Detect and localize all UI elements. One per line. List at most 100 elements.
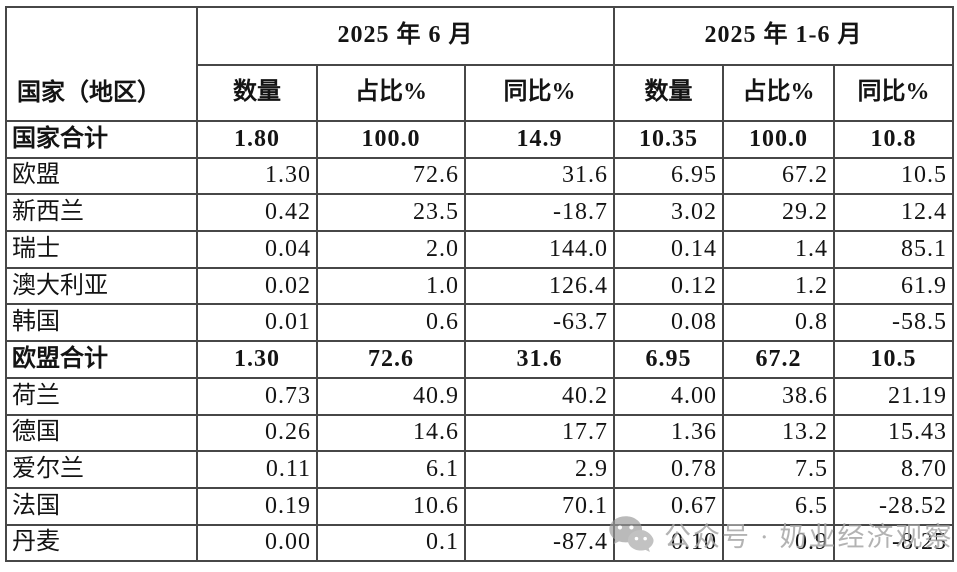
period-header-row: 国家（地区） 2025 年 6 月 2025 年 1-6 月 [5,5,955,122]
value-cell: 70.1 [464,486,615,526]
value-cell: 0.04 [196,230,318,269]
value-cell: 6.95 [613,156,724,196]
value-cell: 40.2 [464,376,615,416]
header-quantity-june: 数量 [196,64,318,122]
value-cell: 1.4 [722,230,835,269]
value-cell: 31.6 [464,156,615,196]
value-cell: 14.6 [316,413,466,453]
value-cell: 100.0 [316,120,466,159]
value-cell: 4.00 [613,376,724,416]
table-row: 荷兰 0.73 40.9 40.2 4.00 38.6 21.19 [5,376,955,416]
value-cell: 12.4 [832,193,955,233]
value-cell: 0.26 [196,413,318,453]
value-cell: 2.0 [316,230,466,269]
value-cell: 144.0 [464,230,615,269]
value-cell: 23.5 [316,193,466,233]
country-cell: 欧盟合计 [5,340,198,379]
value-cell: 0.11 [196,450,318,489]
country-cell: 爱尔兰 [5,450,198,489]
value-cell: 0.08 [613,303,724,343]
table-row: 瑞士 0.04 2.0 144.0 0.14 1.4 85.1 [5,230,955,269]
value-cell: 1.0 [316,266,466,306]
value-cell: 85.1 [832,230,955,269]
value-cell: -8.25 [832,523,955,563]
value-cell: 38.6 [722,376,835,416]
value-cell: 10.5 [832,156,955,196]
country-cell: 德国 [5,413,198,453]
value-cell: 0.02 [196,266,318,306]
value-cell: 61.9 [832,266,955,306]
header-period-2025-june: 2025 年 6 月 [196,5,615,67]
country-cell: 欧盟 [5,156,198,196]
value-cell: 40.9 [316,376,466,416]
value-cell: 1.30 [196,156,318,196]
header-share-jan-june: 占比% [722,64,835,122]
value-cell: 0.12 [613,266,724,306]
value-cell: 31.6 [464,340,615,379]
value-cell: -87.4 [464,523,615,563]
header-share-june: 占比% [316,64,466,122]
table-row: 爱尔兰 0.11 6.1 2.9 0.78 7.5 8.70 [5,450,955,489]
value-cell: 13.2 [722,413,835,453]
value-cell: 3.02 [613,193,724,233]
header-period-2025-jan-june: 2025 年 1-6 月 [612,5,955,67]
table-body: 国家合计 1.80 100.0 14.9 10.35 100.0 10.8 欧盟 1.30 72.… [5,120,955,563]
table-row: 丹麦 0.00 0.1 -87.4 0.10 0.9 -8.25 [5,523,955,563]
table-row: 法国 0.19 10.6 70.1 0.67 6.5 -28.52 [5,486,955,526]
value-cell: 6.95 [613,340,724,379]
value-cell: 1.2 [722,266,835,306]
total-row: 国家合计 1.80 100.0 14.9 10.35 100.0 10.8 [5,120,955,159]
value-cell: 10.6 [316,486,466,526]
value-cell: 0.14 [613,230,724,269]
value-cell: 0.00 [196,523,318,563]
country-cell: 法国 [5,486,198,526]
country-cell: 澳大利亚 [5,266,198,306]
value-cell: 29.2 [722,193,835,233]
value-cell: 100.0 [722,120,835,159]
import-table: 国家（地区） 2025 年 6 月 2025 年 1-6 月 数量 占比% 同比… [5,5,955,563]
value-cell: 15.43 [832,413,955,453]
country-cell: 韩国 [5,303,198,343]
value-cell: 10.8 [832,120,955,159]
value-cell: 0.10 [613,523,724,563]
value-cell: 2.9 [464,450,615,489]
value-cell: 0.8 [722,303,835,343]
value-cell: 0.1 [316,523,466,563]
column-header-row: 数量 占比% 同比% 数量 占比% 同比% [6,64,955,122]
value-cell: 72.6 [316,340,466,379]
value-cell: 21.19 [832,376,955,416]
value-cell: 10.35 [613,120,724,159]
corner-header-country-region: 国家（地区） [5,6,198,122]
value-cell: 7.5 [722,450,835,489]
total-row: 欧盟合计 1.30 72.6 31.6 6.95 67.2 10.5 [5,340,955,379]
value-cell: -63.7 [464,303,615,343]
value-cell: 126.4 [464,266,615,306]
header-quantity-jan-june: 数量 [613,64,724,122]
value-cell: 17.7 [464,413,615,453]
value-cell: 1.36 [613,413,724,453]
country-cell: 瑞士 [5,230,198,269]
country-cell: 国家合计 [5,120,198,159]
country-cell: 荷兰 [5,376,198,416]
value-cell: 0.42 [196,193,318,233]
header-yoy-june: 同比% [464,64,615,122]
value-cell: -58.5 [832,303,955,343]
value-cell: 0.19 [196,486,318,526]
value-cell: -28.52 [832,486,955,526]
table-row: 韩国 0.01 0.6 -63.7 0.08 0.8 -58.5 [5,303,955,343]
header-yoy-jan-june: 同比% [832,64,955,122]
value-cell: 0.67 [613,486,724,526]
value-cell: -18.7 [464,193,615,233]
value-cell: 0.78 [613,450,724,489]
value-cell: 0.73 [196,376,318,416]
value-cell: 67.2 [722,156,835,196]
value-cell: 10.5 [832,340,955,379]
table-row: 德国 0.26 14.6 17.7 1.36 13.2 15.43 [5,413,955,453]
value-cell: 0.01 [196,303,318,343]
table-row: 澳大利亚 0.02 1.0 126.4 0.12 1.2 61.9 [5,266,955,306]
value-cell: 6.1 [316,450,466,489]
value-cell: 6.5 [722,486,835,526]
value-cell: 0.6 [316,303,466,343]
value-cell: 14.9 [464,120,615,159]
